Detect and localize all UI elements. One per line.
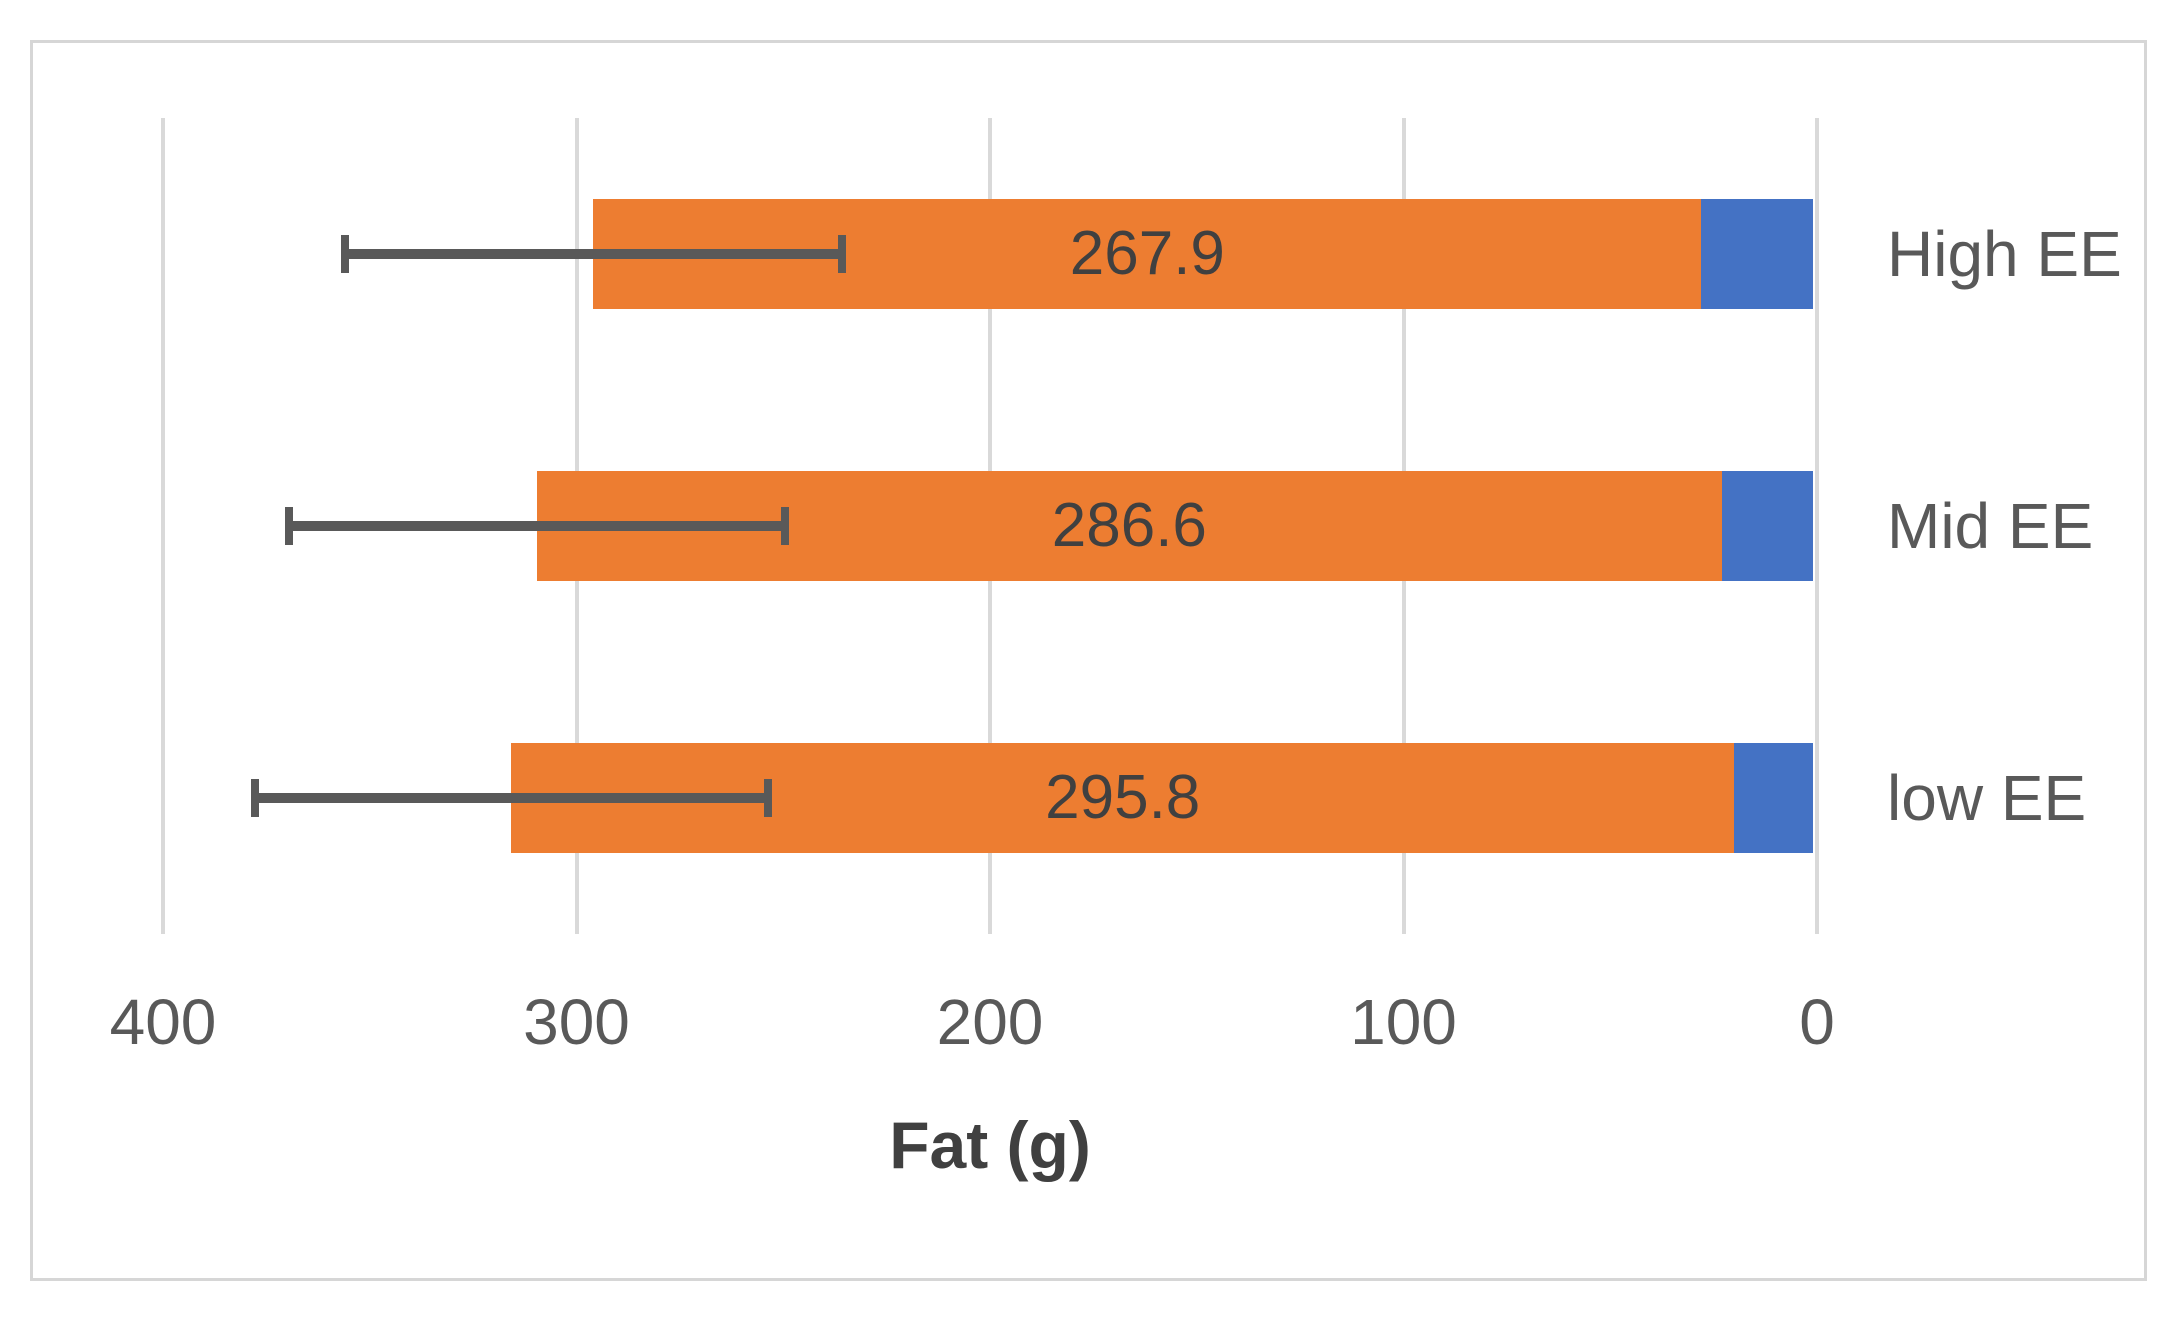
- gridline: [1815, 118, 1819, 934]
- bar-blue-segment: [1701, 199, 1813, 309]
- error-bar-cap-left: [341, 235, 350, 273]
- error-bar-line: [288, 521, 785, 531]
- bar-data-label: 267.9: [1069, 219, 1225, 288]
- x-tick-label: 200: [936, 986, 1044, 1058]
- error-bar-cap-left: [284, 507, 293, 545]
- bar-blue-segment: [1734, 743, 1813, 853]
- x-tick-label: 100: [1350, 986, 1457, 1058]
- error-bar-line: [345, 249, 842, 259]
- x-tick-label: 300: [523, 986, 630, 1058]
- error-bar-cap-right: [837, 235, 846, 273]
- x-tick-label: 0: [1799, 986, 1835, 1058]
- error-bar-cap-left: [250, 779, 259, 817]
- category-label: High EE: [1887, 218, 2122, 290]
- gridline: [161, 118, 165, 934]
- error-bar-cap-right: [780, 507, 789, 545]
- bar-data-label: 286.6: [1051, 491, 1207, 560]
- category-label: Mid EE: [1887, 490, 2094, 562]
- category-label: low EE: [1887, 762, 2087, 834]
- bar-data-label: 295.8: [1045, 763, 1201, 832]
- bar-blue-segment: [1721, 471, 1813, 581]
- x-tick-label: 400: [109, 986, 217, 1058]
- x-axis-title: Fat (g): [889, 1108, 1091, 1182]
- error-bar-line: [254, 793, 768, 803]
- error-bar-cap-right: [763, 779, 772, 817]
